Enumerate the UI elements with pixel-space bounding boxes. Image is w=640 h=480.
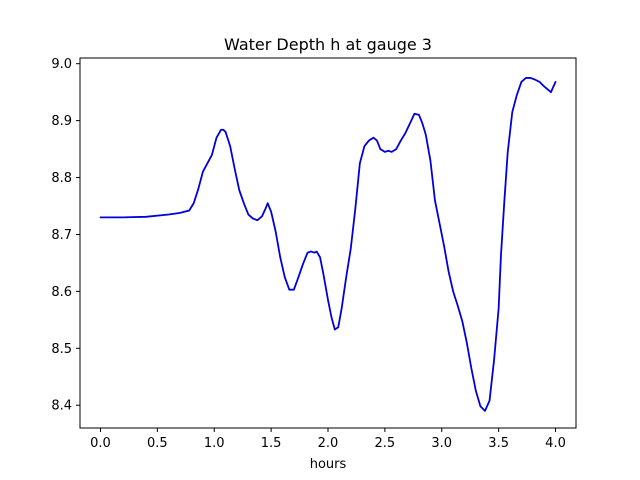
y-tick-label: 8.6 — [51, 285, 72, 300]
x-tick-label: 1.5 — [261, 436, 282, 451]
x-tick-label: 4.0 — [545, 436, 566, 451]
y-tick-label: 8.7 — [51, 228, 72, 243]
axis-ticks: 0.0 0.5 1.0 1.5 2.0 2.5 3.0 3.5 4.0 8.4 8.5 8.6 8.7 8… — [51, 57, 566, 451]
x-tick-label: 3.0 — [431, 436, 452, 451]
y-tick-label: 8.8 — [51, 171, 72, 186]
x-axis-label: hours — [310, 457, 347, 472]
y-tick-label: 9.0 — [51, 57, 72, 72]
x-tick-label: 1.0 — [204, 436, 225, 451]
plot-area — [99, 77, 557, 412]
x-tick-label: 3.5 — [488, 436, 509, 451]
y-tick-label: 8.4 — [51, 399, 72, 414]
series-line — [99, 77, 557, 412]
y-tick-label: 8.5 — [51, 342, 72, 357]
x-tick-label: 0.5 — [147, 436, 168, 451]
x-tick-label: 2.5 — [375, 436, 396, 451]
plot-frame — [79, 57, 577, 429]
y-tick-label: 8.9 — [51, 114, 72, 129]
chart-title: Water Depth h at gauge 3 — [224, 35, 432, 54]
x-tick-label: 2.0 — [318, 436, 339, 451]
x-tick-label: 0.0 — [90, 436, 111, 451]
